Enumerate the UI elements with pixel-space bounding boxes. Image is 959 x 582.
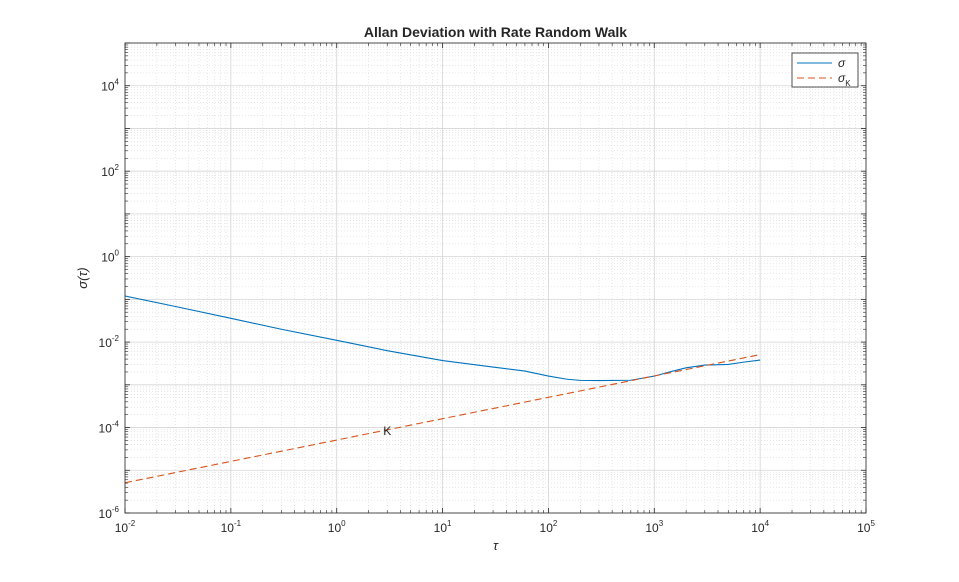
x-tick-label: 105 bbox=[857, 519, 875, 535]
y-tick-label: 10-4 bbox=[99, 420, 120, 436]
x-tick-base: 10 bbox=[540, 521, 554, 535]
y-tick-label: 104 bbox=[101, 78, 119, 94]
y-tick-base: 10 bbox=[101, 251, 115, 265]
x-tick-exponent: 1 bbox=[447, 519, 452, 528]
y-tick-label: 100 bbox=[101, 249, 119, 265]
x-tick-label: 100 bbox=[328, 519, 346, 535]
x-tick-base: 10 bbox=[328, 521, 342, 535]
x-tick-base: 10 bbox=[645, 521, 659, 535]
legend-entry: σK bbox=[838, 71, 851, 88]
x-axis-label: τ bbox=[493, 538, 499, 553]
y-tick-base: 10 bbox=[99, 507, 113, 521]
y-axis-label: σ(τ) bbox=[75, 267, 90, 288]
x-tick-exponent: 0 bbox=[341, 519, 346, 528]
y-tick-exponent: 2 bbox=[115, 163, 120, 172]
legend-entry-subscript: K bbox=[845, 79, 851, 88]
y-tick-exponent: -2 bbox=[112, 334, 120, 343]
y-tick-exponent: -6 bbox=[112, 505, 120, 514]
y-tick-exponent: 4 bbox=[115, 78, 120, 87]
y-tick-base: 10 bbox=[101, 165, 115, 179]
x-tick-label: 10-1 bbox=[221, 519, 242, 535]
annotation-k-label: K bbox=[383, 424, 391, 438]
y-tick-label: 10-6 bbox=[99, 505, 120, 521]
y-tick-base: 10 bbox=[99, 422, 113, 436]
series-sigma-line bbox=[124, 295, 761, 382]
x-tick-exponent: 5 bbox=[870, 519, 875, 528]
plot-frame bbox=[124, 42, 867, 514]
x-tick-exponent: -2 bbox=[128, 519, 136, 528]
x-tick-label: 10-2 bbox=[115, 519, 136, 535]
legend-entry-name: σ bbox=[838, 71, 846, 85]
y-tick-label: 102 bbox=[101, 163, 119, 179]
y-tick-label: 10-2 bbox=[99, 334, 120, 350]
chart-title: Allan Deviation with Rate Random Walk bbox=[364, 24, 627, 40]
x-tick-label: 102 bbox=[540, 519, 558, 535]
legend-box bbox=[791, 52, 859, 88]
series-sigma-k-line bbox=[124, 354, 761, 484]
y-tick-base: 10 bbox=[101, 80, 115, 94]
legend-entry-name: σ bbox=[838, 56, 846, 70]
x-tick-base: 10 bbox=[115, 521, 129, 535]
x-tick-label: 104 bbox=[751, 519, 769, 535]
x-tick-base: 10 bbox=[221, 521, 235, 535]
x-tick-base: 10 bbox=[434, 521, 448, 535]
y-tick-exponent: -4 bbox=[112, 420, 120, 429]
x-tick-label: 101 bbox=[434, 519, 452, 535]
legend-entry: σ bbox=[838, 56, 846, 70]
x-tick-base: 10 bbox=[857, 521, 871, 535]
y-tick-base: 10 bbox=[99, 336, 113, 350]
x-tick-exponent: -1 bbox=[234, 519, 242, 528]
x-tick-exponent: 3 bbox=[659, 519, 664, 528]
x-tick-exponent: 4 bbox=[765, 519, 770, 528]
x-tick-label: 103 bbox=[645, 519, 663, 535]
x-tick-exponent: 2 bbox=[553, 519, 558, 528]
x-tick-base: 10 bbox=[751, 521, 765, 535]
y-tick-exponent: 0 bbox=[115, 249, 120, 258]
